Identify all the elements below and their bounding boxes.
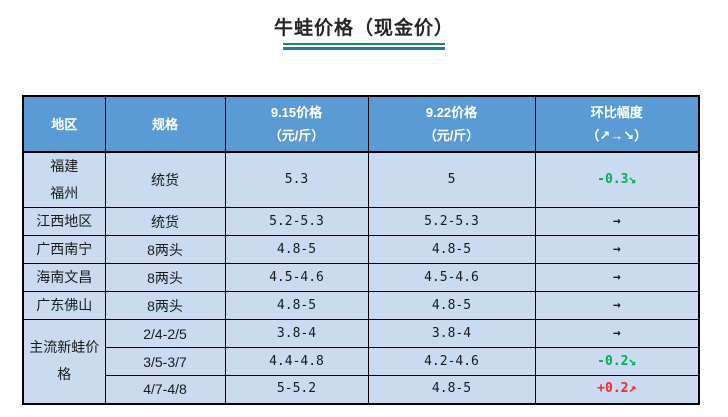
table-row: 3/5-3/7 4.4-4.8 4.2-4.6 -0.2↘ — [23, 347, 700, 376]
header-row: 地区 规格 9.15价格 （元/斤） 9.22价格 （元/斤） 环比幅度 （↗→… — [22, 95, 700, 153]
price-915-cell: 3.8-4 — [224, 319, 369, 348]
price-922-cell: 4.2-4.6 — [367, 347, 536, 376]
price-915-cell: 5-5.2 — [224, 375, 369, 404]
change-cell: -0.2↘ — [534, 347, 700, 376]
table-row: 广西南宁 8两头 4.8-5 4.8-5 → — [22, 235, 700, 264]
price-915-cell: 5.3 — [224, 151, 369, 208]
header-cell-change: 环比幅度 （↗→↘） — [534, 95, 700, 153]
table-row: 江西地区 统货 5.2-5.3 5.2-5.3 → — [22, 207, 700, 236]
region-cell: 江西地区 — [22, 207, 106, 236]
price-915-cell: 4.4-4.8 — [224, 347, 369, 376]
change-cell: → — [534, 235, 700, 264]
price-922-cell: 4.8-5 — [367, 375, 536, 404]
spec-cell: 统货 — [104, 151, 226, 208]
change-cell: → — [534, 263, 700, 292]
change-cell: +0.2↗ — [534, 375, 700, 404]
title-underline — [283, 43, 445, 50]
change-cell: → — [534, 319, 700, 348]
region-cell: 海南文昌 — [22, 263, 106, 292]
header-cell-price-922: 9.22价格 （元/斤） — [367, 95, 536, 153]
price-922-cell: 5 — [367, 151, 536, 208]
spec-cell: 3/5-3/7 — [104, 347, 226, 376]
table-row: 主流新蛙价格 2/4-2/5 3.8-4 3.8-4 → — [22, 319, 700, 404]
region-cell-merged: 主流新蛙价格 — [22, 319, 106, 404]
header-cell-region: 地区 — [22, 95, 106, 153]
change-cell: → — [534, 291, 700, 320]
region-cell: 广西南宁 — [22, 235, 106, 264]
region-cell: 福建 福州 — [22, 151, 106, 208]
change-cell: → — [534, 207, 700, 236]
price-915-cell: 4.8-5 — [224, 291, 369, 320]
price-table: 地区 规格 9.15价格 （元/斤） 9.22价格 （元/斤） 环比幅度 （↗→… — [22, 95, 700, 405]
page-title: 牛蛙价格（现金价） — [273, 18, 454, 39]
spec-cell: 8两头 — [104, 291, 226, 320]
spec-cell: 2/4-2/5 — [104, 319, 226, 348]
table-row: 4/7-4/8 5-5.2 4.8-5 +0.2↗ — [23, 375, 700, 404]
title-underline-thin-line — [283, 43, 445, 45]
price-922-cell: 4.5-4.6 — [367, 263, 536, 292]
spec-cell: 8两头 — [104, 235, 226, 264]
price-915-cell: 4.8-5 — [224, 235, 369, 264]
price-922-cell: 5.2-5.3 — [367, 207, 536, 236]
price-922-cell: 4.8-5 — [367, 291, 536, 320]
header-cell-spec: 规格 — [104, 95, 226, 153]
table-row: 广东佛山 8两头 4.8-5 4.8-5 → — [22, 291, 700, 320]
spec-cell: 4/7-4/8 — [104, 375, 226, 404]
price-922-cell: 3.8-4 — [367, 319, 536, 348]
table-row: 海南文昌 8两头 4.5-4.6 4.5-4.6 → — [22, 263, 700, 292]
price-915-cell: 5.2-5.3 — [224, 207, 369, 236]
price-922-cell: 4.8-5 — [367, 235, 536, 264]
table-row: 福建 福州 统货 5.3 5 -0.3↘ — [22, 151, 700, 208]
price-915-cell: 4.5-4.6 — [224, 263, 369, 292]
header-cell-price-915: 9.15价格 （元/斤） — [224, 95, 369, 153]
spec-cell: 8两头 — [104, 263, 226, 292]
change-cell: -0.3↘ — [534, 151, 700, 208]
title-underline-thick-line — [283, 47, 445, 50]
spec-cell: 统货 — [104, 207, 226, 236]
region-cell: 广东佛山 — [22, 291, 106, 320]
